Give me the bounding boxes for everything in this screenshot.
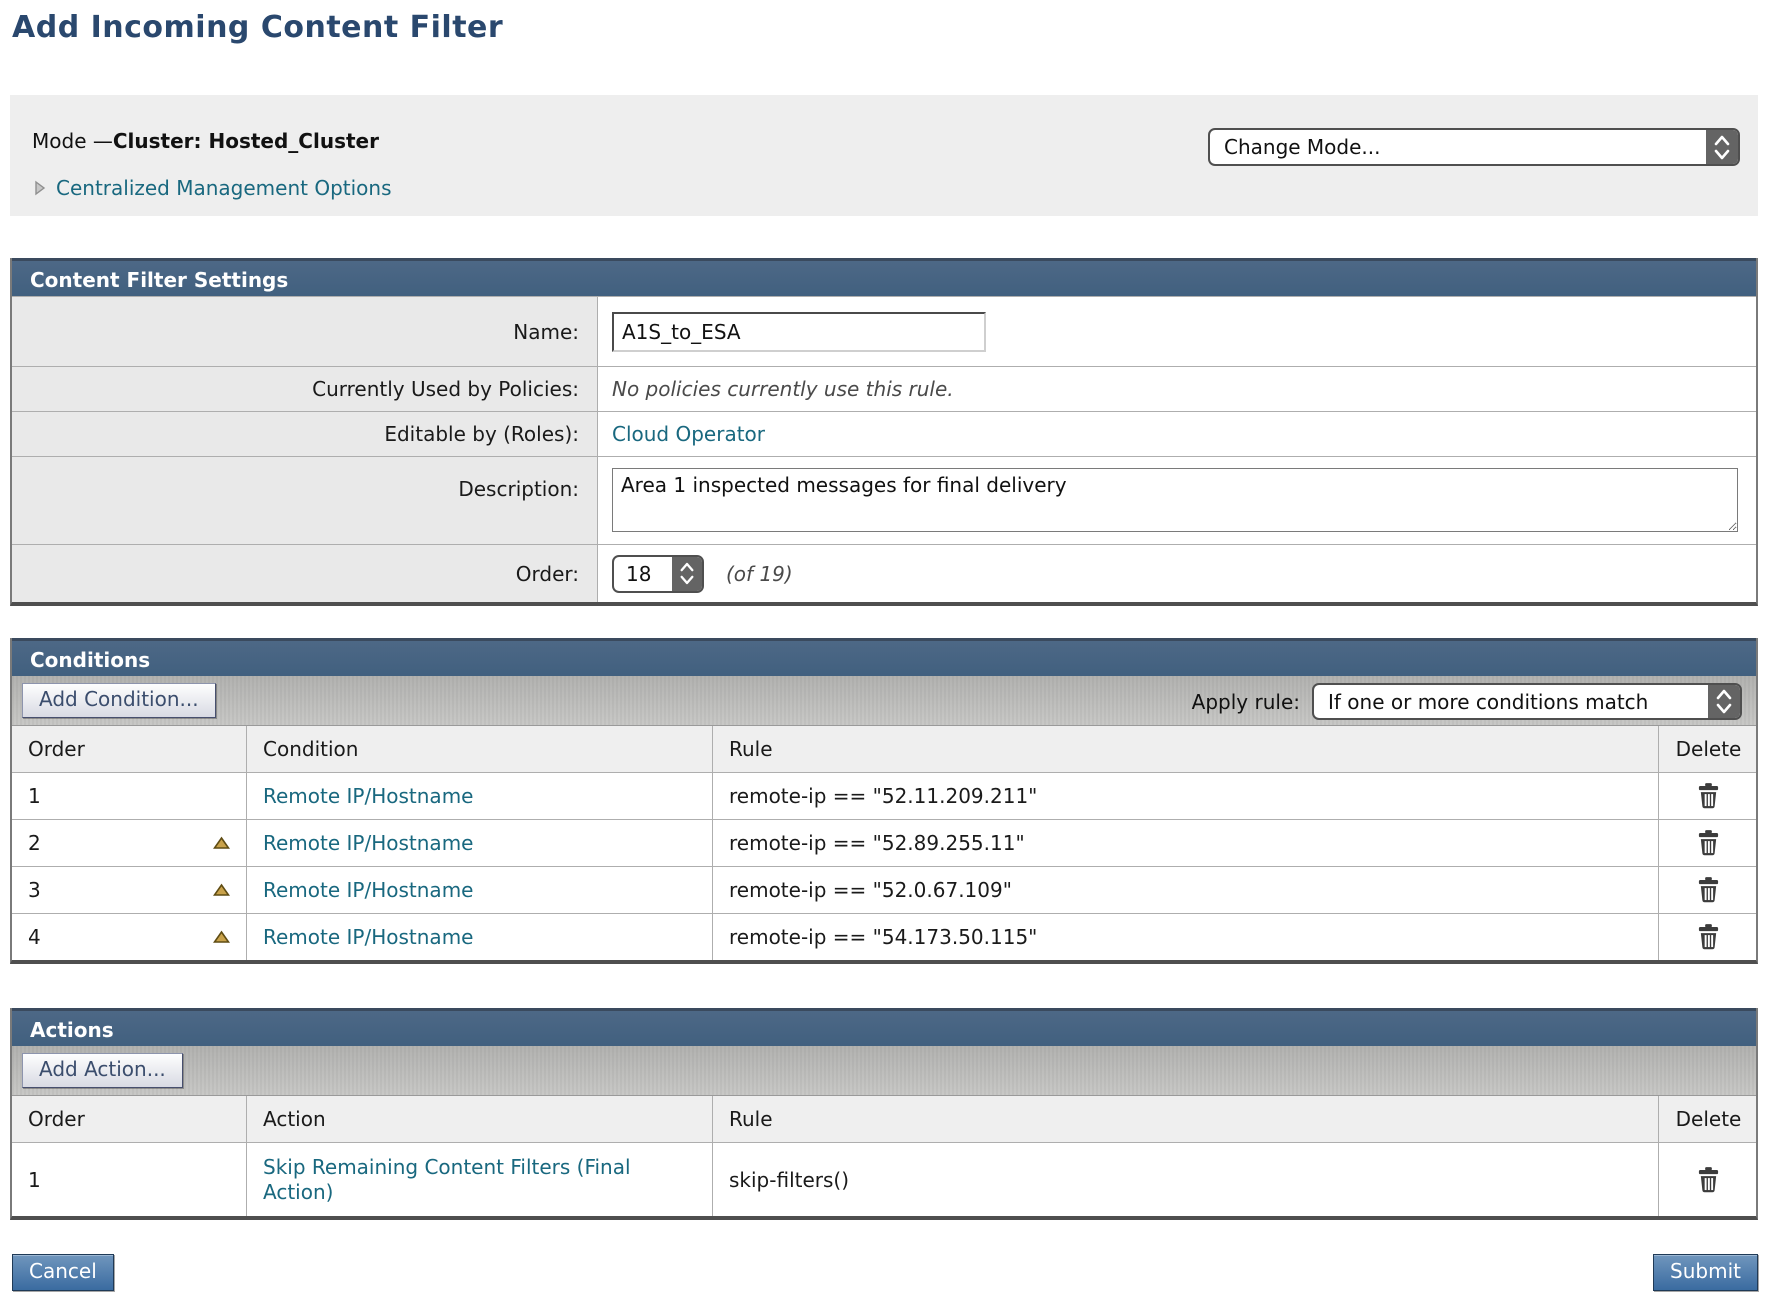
actions-order-header: Order (28, 1107, 85, 1131)
condition-rule: remote-ip == "54.173.50.115" (712, 914, 1658, 960)
condition-link[interactable]: Remote IP/Hostname (263, 784, 474, 808)
action-rule: skip-filters() (712, 1143, 1658, 1216)
action-order: 1 (28, 1167, 41, 1192)
conditions-section: Conditions Add Condition... Apply rule: … (10, 638, 1758, 964)
condition-row: 3 Remote IP/Hostname remote-ip == "52.0.… (12, 866, 1756, 913)
description-label: Description: (12, 457, 598, 544)
content-filter-settings-section: Content Filter Settings Name: Currently … (10, 258, 1758, 606)
conditions-delete-header: Delete (1658, 726, 1756, 772)
condition-row: 2 Remote IP/Hostname remote-ip == "52.89… (12, 819, 1756, 866)
actions-section: Actions Add Action... Order Action Rule … (10, 1008, 1758, 1220)
submit-button[interactable]: Submit (1653, 1254, 1758, 1291)
condition-row: 4 Remote IP/Hostname remote-ip == "54.17… (12, 913, 1756, 960)
name-label: Name: (12, 297, 598, 366)
mode-label: Mode (32, 129, 87, 153)
move-up-icon[interactable] (212, 883, 231, 897)
change-mode-selected-value: Change Mode... (1224, 135, 1381, 159)
settings-section-header: Content Filter Settings (12, 258, 1756, 296)
change-mode-select[interactable]: Change Mode... (1208, 128, 1740, 166)
policies-label: Currently Used by Policies: (12, 367, 598, 411)
name-input[interactable] (612, 311, 986, 352)
condition-order: 2 (12, 820, 246, 866)
condition-link[interactable]: Remote IP/Hostname (263, 878, 474, 902)
order-label: Order: (12, 545, 598, 602)
apply-rule-select[interactable]: If one or more conditions match (1312, 683, 1742, 720)
delete-trash-icon[interactable] (1697, 830, 1720, 856)
action-row: 1 Skip Remaining Content Filters (Final … (12, 1142, 1756, 1216)
delete-trash-icon[interactable] (1697, 877, 1720, 903)
condition-link[interactable]: Remote IP/Hostname (263, 925, 474, 949)
page-title: Add Incoming Content Filter (12, 10, 504, 45)
cancel-button[interactable]: Cancel (12, 1254, 114, 1291)
actions-section-header: Actions (12, 1008, 1756, 1046)
conditions-order-header: Order (28, 737, 85, 761)
mode-dash: — (92, 129, 113, 153)
add-action-button[interactable]: Add Action... (22, 1053, 183, 1088)
actions-delete-header: Delete (1658, 1096, 1756, 1142)
apply-rule-selected-value: If one or more conditions match (1328, 689, 1649, 714)
delete-trash-icon[interactable] (1697, 924, 1720, 950)
actions-action-header: Action (246, 1096, 712, 1142)
order-selected-value: 18 (626, 561, 652, 586)
roles-value-link[interactable]: Cloud Operator (612, 422, 766, 446)
action-link[interactable]: Skip Remaining Content Filters (Final Ac… (263, 1154, 631, 1204)
delete-trash-icon[interactable] (1697, 783, 1720, 809)
mode-value: Cluster: Hosted_Cluster (112, 129, 379, 153)
condition-rule: remote-ip == "52.0.67.109" (712, 867, 1658, 913)
select-stepper-icon (1708, 685, 1740, 718)
expand-triangle-icon[interactable] (34, 180, 46, 196)
condition-row: 1 Remote IP/Hostname remote-ip == "52.11… (12, 772, 1756, 819)
mode-line: Mode —Cluster: Hosted_Cluster (32, 129, 1758, 153)
apply-rule-label: Apply rule: (1191, 689, 1300, 714)
condition-rule: remote-ip == "52.11.209.211" (712, 773, 1658, 819)
conditions-section-header: Conditions (12, 638, 1756, 676)
centralized-management-options-link[interactable]: Centralized Management Options (56, 176, 392, 200)
add-condition-button[interactable]: Add Condition... (22, 683, 216, 718)
policies-value: No policies currently use this rule. (598, 367, 1756, 411)
order-select[interactable]: 18 (612, 554, 704, 593)
select-stepper-icon (1706, 130, 1738, 164)
condition-link[interactable]: Remote IP/Hostname (263, 831, 474, 855)
actions-rule-header: Rule (712, 1096, 1658, 1142)
mode-panel: Mode —Cluster: Hosted_Cluster Change Mod… (10, 95, 1758, 216)
move-up-icon[interactable] (212, 836, 231, 850)
delete-trash-icon[interactable] (1697, 1166, 1720, 1193)
description-textarea[interactable]: Area 1 inspected messages for final deli… (612, 468, 1738, 532)
conditions-rule-header: Rule (712, 726, 1658, 772)
select-stepper-icon (672, 556, 702, 591)
roles-label: Editable by (Roles): (12, 412, 598, 456)
move-up-icon[interactable] (212, 930, 231, 944)
condition-order: 4 (12, 914, 246, 960)
condition-order: 3 (12, 867, 246, 913)
condition-order: 1 (28, 784, 41, 808)
conditions-condition-header: Condition (246, 726, 712, 772)
order-total-text: (of 19) (726, 561, 793, 586)
condition-rule: remote-ip == "52.89.255.11" (712, 820, 1658, 866)
